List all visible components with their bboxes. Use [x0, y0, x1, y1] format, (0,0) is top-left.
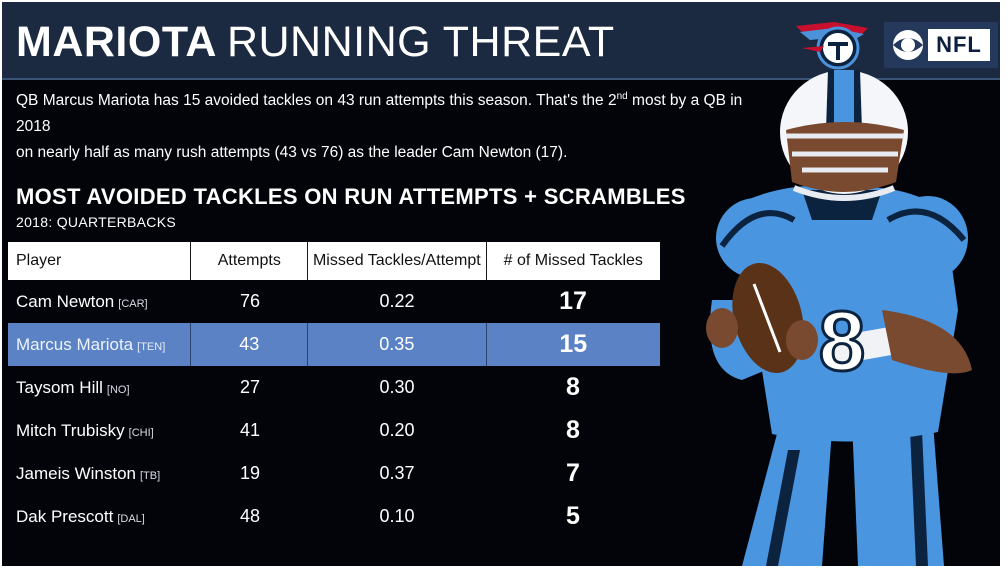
missed-cell: 8	[566, 416, 580, 444]
team-abbr: [CAR]	[118, 298, 148, 310]
cbs-eye-icon	[893, 30, 923, 60]
missed-cell: 8	[566, 373, 580, 401]
team-abbr: [NO]	[106, 384, 130, 396]
title-bold: MARIOTA	[16, 18, 217, 66]
title-light: RUNNING THREAT	[226, 18, 615, 66]
header-player: Player	[8, 242, 192, 280]
rate-cell: 0.10	[379, 506, 415, 526]
attempts-cell: 41	[239, 420, 261, 440]
rate-cell: 0.37	[379, 463, 415, 483]
team-abbr: [TEN]	[137, 341, 166, 353]
missed-cell: 15	[559, 330, 588, 358]
attempts-cell: 43	[191, 323, 309, 366]
rate-cell: 0.35	[308, 323, 487, 366]
attempts-cell: 27	[239, 377, 261, 397]
team-abbr: [TB]	[139, 470, 161, 482]
stats-table: Player Attempts Missed Tackles/Attempt #…	[8, 242, 660, 538]
intro-line1-a: QB Marcus Mariota has 15 avoided tackles…	[16, 92, 617, 109]
missed-cell: 7	[566, 459, 580, 487]
title-bar: MARIOTA RUNNING THREAT NFL	[2, 2, 1000, 78]
nfl-logo-icon: NFL	[928, 29, 990, 61]
table-subtitle: 2018: QUARTERBACKS	[16, 214, 176, 230]
rate-cell: 0.20	[379, 420, 415, 440]
player-name: Taysom Hill	[16, 378, 103, 397]
table-header-row: Player Attempts Missed Tackles/Attempt #…	[8, 242, 660, 280]
intro-text: QB Marcus Mariota has 15 avoided tackles…	[16, 88, 746, 166]
intro-line1-b: most by a QB in 2018	[16, 92, 743, 135]
missed-cell: 5	[566, 502, 580, 530]
attempts-cell: 48	[239, 506, 261, 526]
table-title: MOST AVOIDED TACKLES ON RUN ATTEMPTS + S…	[16, 184, 686, 209]
rate-cell: 0.30	[379, 377, 415, 397]
header-rate: Missed Tackles/Attempt	[308, 242, 487, 280]
table-row: Cam Newton [CAR] 76 0.22 17	[8, 280, 660, 323]
player-name: Jameis Winston	[16, 464, 136, 483]
player-name: Mitch Trubisky	[16, 421, 125, 440]
table-row-highlighted: Marcus Mariota [TEN] 43 0.35 15	[8, 323, 660, 366]
player-name: Cam Newton	[16, 292, 115, 311]
network-logos: NFL	[884, 22, 998, 68]
attempts-cell: 76	[239, 291, 261, 311]
header-missed: # of Missed Tackles	[503, 252, 643, 269]
header-attempts: Attempts	[191, 242, 309, 280]
team-abbr: [DAL]	[117, 513, 145, 525]
table-row: Taysom Hill [NO] 27 0.30 8	[8, 366, 660, 409]
rate-cell: 0.22	[379, 291, 415, 311]
titans-logo-icon	[796, 22, 868, 70]
title-divider	[2, 78, 1000, 80]
missed-cell: 17	[559, 287, 587, 315]
intro-line2: on nearly half as many rush attempts (43…	[16, 144, 568, 161]
intro-line1-sup: nd	[616, 90, 628, 102]
table-row: Dak Prescott [DAL] 48 0.10 5	[8, 495, 660, 538]
player-name: Marcus Mariota	[16, 335, 134, 354]
player-name: Dak Prescott	[16, 507, 114, 526]
svg-text:8: 8	[819, 294, 866, 388]
attempts-cell: 19	[239, 463, 261, 483]
quarterback-player-image: 8	[706, 70, 972, 566]
table-row: Jameis Winston [TB] 19 0.37 7	[8, 452, 660, 495]
table-row: Mitch Trubisky [CHI] 41 0.20 8	[8, 409, 660, 452]
page-title: MARIOTA RUNNING THREAT	[16, 16, 615, 68]
team-abbr: [CHI]	[128, 427, 154, 439]
